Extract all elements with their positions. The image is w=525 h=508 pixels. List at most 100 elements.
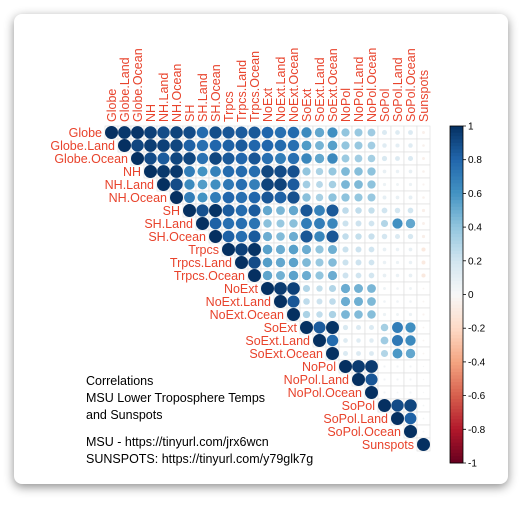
row-label: SoExt: [264, 321, 298, 335]
correlation-point: [301, 153, 312, 164]
correlation-point: [288, 270, 299, 281]
correlation-point: [369, 338, 374, 343]
correlation-point: [262, 231, 273, 242]
correlation-point: [288, 244, 299, 255]
colorbar-segment: [450, 284, 463, 289]
correlation-point: [300, 230, 313, 243]
correlation-point: [235, 178, 248, 191]
correlation-point: [248, 139, 261, 152]
correlation-point: [222, 230, 235, 243]
correlation-point: [382, 182, 387, 187]
correlation-point: [422, 222, 425, 225]
correlation-point: [248, 243, 261, 256]
correlation-point: [301, 140, 312, 151]
correlation-point: [340, 296, 351, 307]
colorbar-segment: [450, 264, 463, 268]
correlation-point: [274, 295, 287, 308]
colorbar-segment: [450, 446, 463, 450]
correlation-point: [248, 152, 261, 165]
correlation-point: [382, 169, 387, 174]
correlation-point: [222, 204, 235, 217]
correlation-point: [261, 282, 274, 295]
correlation-point: [354, 167, 363, 176]
correlation-point: [341, 154, 350, 163]
correlation-point: [131, 126, 144, 139]
column-label: SoPol.Ocean: [404, 48, 418, 122]
correlation-point: [404, 425, 417, 438]
colorbar-segment: [450, 200, 463, 204]
colorbar-tick-label: 0.2: [468, 256, 482, 267]
correlation-point: [262, 270, 273, 281]
correlation-point: [342, 246, 349, 253]
correlation-point: [422, 365, 425, 368]
correlation-point: [396, 378, 399, 381]
correlation-point: [235, 139, 248, 152]
correlation-circles: [105, 126, 430, 451]
column-label: SoExt.Land: [313, 57, 327, 122]
correlation-point: [275, 257, 286, 268]
column-label: Sunspots: [417, 70, 431, 122]
column-label: SH.Land: [196, 73, 210, 122]
correlation-point: [383, 365, 386, 368]
correlation-point: [196, 126, 209, 139]
correlation-point: [248, 269, 261, 282]
colorbar-segment: [450, 301, 463, 306]
correlation-point: [209, 126, 222, 139]
row-label: NoExt.Ocean: [210, 308, 284, 322]
correlation-point: [368, 272, 375, 279]
colorbar-segment: [450, 193, 463, 198]
correlation-point: [275, 244, 286, 255]
correlation-point: [422, 170, 425, 173]
correlation-point: [183, 126, 196, 139]
correlation-point: [341, 141, 350, 150]
correlation-point: [301, 244, 312, 255]
correlation-point: [209, 217, 222, 230]
correlation-point: [380, 219, 389, 228]
correlation-point: [248, 217, 261, 230]
correlation-point: [391, 399, 404, 412]
correlation-point: [329, 298, 336, 305]
correlation-point: [302, 180, 311, 189]
colorbar-segment: [450, 139, 463, 144]
row-label: NoExt.Land: [206, 295, 271, 309]
correlation-point: [316, 181, 323, 188]
correlation-point: [300, 321, 313, 334]
colorbar-tick-label: 0.8: [468, 155, 482, 166]
correlation-point: [328, 284, 337, 293]
correlation-point: [287, 191, 300, 204]
colorbar-segment: [450, 375, 463, 380]
colorbar: 1 0.8 0.6 0.4 0.2 0 -0.2 -0.4 -0.6 -0.8 -1: [449, 122, 486, 470]
correlation-point: [157, 165, 170, 178]
correlation-point: [313, 334, 326, 347]
correlation-point: [131, 139, 144, 152]
correlation-point: [340, 283, 351, 294]
correlation-point: [328, 310, 337, 319]
colorbar-segment: [450, 358, 463, 363]
column-label: SoExt: [300, 88, 314, 122]
correlation-point: [383, 378, 386, 381]
correlation-point: [422, 144, 425, 147]
correlation-point: [395, 247, 400, 252]
correlation-point: [422, 326, 425, 329]
correlation-point: [276, 232, 285, 241]
correlation-point: [170, 191, 183, 204]
colorbar-segment: [450, 338, 463, 343]
column-label: NoExt: [261, 87, 275, 122]
correlation-point: [381, 129, 388, 136]
colorbar-segment: [450, 321, 463, 326]
colorbar-segment: [450, 432, 463, 437]
correlation-point: [355, 207, 362, 214]
column-label: NH.Land: [157, 73, 171, 122]
column-label: Globe.Ocean: [131, 48, 145, 122]
correlation-point: [287, 139, 300, 152]
column-label: SoPol: [378, 89, 392, 122]
correlation-point: [118, 126, 131, 139]
correlation-point: [316, 285, 323, 292]
correlation-point: [392, 218, 403, 229]
correlation-point: [367, 297, 376, 306]
correlation-point: [262, 244, 273, 255]
correlation-point: [421, 247, 426, 252]
colorbar-tick-label: -0.6: [468, 391, 486, 402]
correlation-point: [354, 141, 363, 150]
colorbar-segment: [450, 436, 463, 440]
